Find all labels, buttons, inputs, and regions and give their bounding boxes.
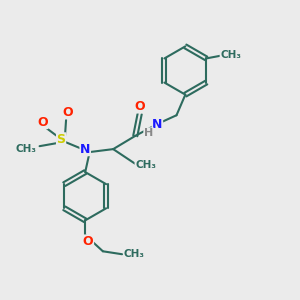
Text: N: N bbox=[80, 142, 90, 156]
Text: O: O bbox=[37, 116, 48, 128]
Text: CH₃: CH₃ bbox=[135, 160, 156, 170]
Text: N: N bbox=[152, 118, 163, 130]
Text: H: H bbox=[144, 128, 153, 138]
Text: O: O bbox=[83, 235, 94, 248]
Text: CH₃: CH₃ bbox=[124, 249, 145, 259]
Text: S: S bbox=[57, 133, 66, 146]
Text: O: O bbox=[134, 100, 145, 113]
Text: O: O bbox=[62, 106, 73, 119]
Text: CH₃: CH₃ bbox=[220, 50, 241, 61]
Text: CH₃: CH₃ bbox=[16, 143, 37, 154]
